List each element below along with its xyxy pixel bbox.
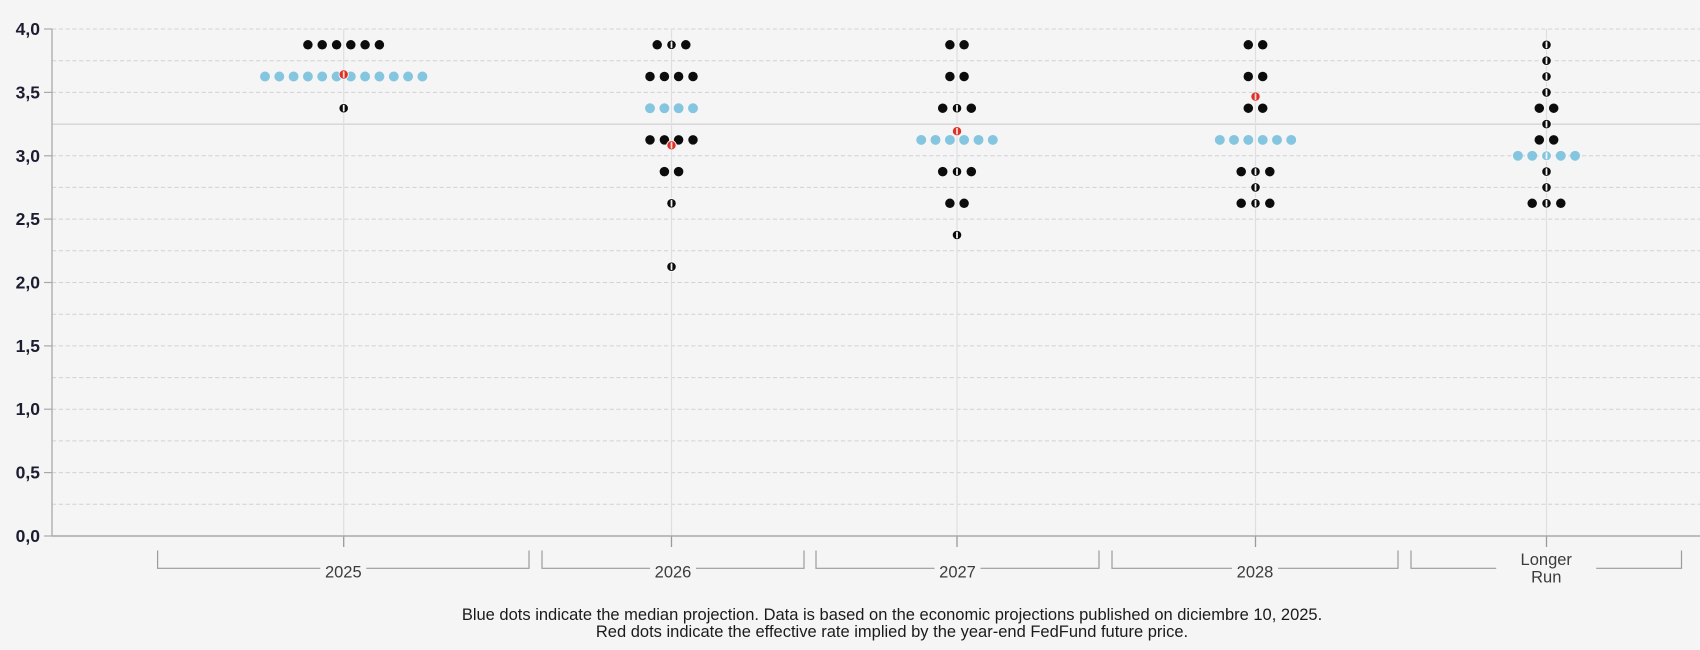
svg-text:2027: 2027 bbox=[939, 564, 976, 582]
svg-text:4,0: 4,0 bbox=[16, 19, 41, 39]
svg-text:0,5: 0,5 bbox=[16, 463, 41, 483]
svg-text:2026: 2026 bbox=[655, 564, 692, 582]
svg-text:Longer: Longer bbox=[1521, 551, 1573, 569]
svg-text:1,0: 1,0 bbox=[16, 399, 41, 419]
svg-text:2,0: 2,0 bbox=[16, 273, 41, 293]
svg-text:Red dots indicate the effectiv: Red dots indicate the effective rate imp… bbox=[596, 623, 1188, 641]
svg-text:Blue dots indicate the median: Blue dots indicate the median projection… bbox=[462, 606, 1322, 624]
svg-text:2028: 2028 bbox=[1237, 564, 1274, 582]
svg-text:3,0: 3,0 bbox=[16, 146, 41, 166]
svg-text:1,5: 1,5 bbox=[16, 336, 41, 356]
svg-text:0,0: 0,0 bbox=[16, 526, 41, 546]
svg-text:2025: 2025 bbox=[325, 564, 362, 582]
svg-text:3,5: 3,5 bbox=[16, 82, 41, 102]
svg-text:Run: Run bbox=[1531, 569, 1561, 587]
svg-text:2,5: 2,5 bbox=[16, 209, 41, 229]
